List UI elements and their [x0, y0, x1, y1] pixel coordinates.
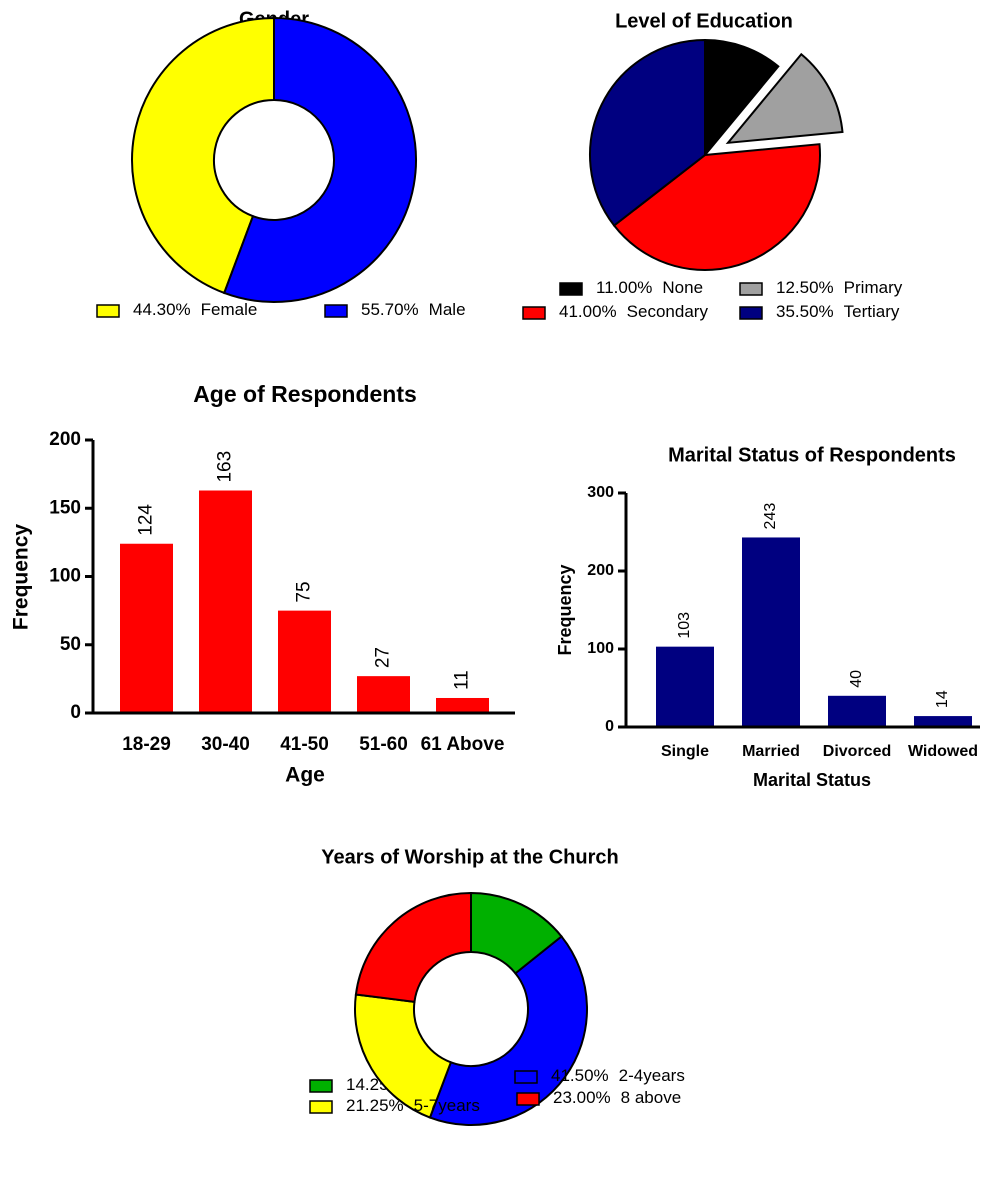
legend-category: Male: [429, 300, 466, 319]
y-axis-label: Frequency: [10, 524, 33, 631]
slice: [704, 38, 780, 158]
y-tick-label: 150: [49, 497, 81, 518]
bar: [914, 716, 972, 727]
legend-swatch: [559, 282, 583, 296]
legend-category: Primary: [844, 278, 903, 297]
bar: [278, 610, 331, 713]
x-tick-label: 30-40: [201, 734, 250, 755]
data-label: 40: [848, 670, 865, 688]
legend-value: 44.30%: [133, 300, 191, 319]
legend-label: 12.50% Primary: [776, 278, 903, 297]
data-label: 103: [676, 612, 693, 639]
chart-title: Years of Worship at the Church: [321, 846, 618, 868]
slice: [354, 993, 453, 1119]
legend-swatch: [739, 306, 763, 320]
x-tick-label: 18-29: [122, 734, 171, 755]
y-tick-label: 50: [60, 634, 81, 655]
legend-category: 8 above: [621, 1088, 682, 1107]
legend-swatch: [309, 1079, 333, 1093]
y-tick-label: 200: [587, 562, 614, 579]
chart-title: Age of Respondents: [193, 381, 417, 407]
slice: [612, 143, 821, 271]
slice: [354, 891, 472, 1003]
chart-title: Marital Status of Respondents: [668, 444, 956, 466]
data-label: 27: [373, 647, 394, 668]
legend-category: None: [662, 278, 703, 297]
legend-swatch: [739, 282, 763, 296]
legend-value: 41.50%: [551, 1066, 609, 1085]
bar: [742, 537, 800, 727]
legend-value: 55.70%: [361, 300, 419, 319]
legend-category: Secondary: [627, 302, 709, 321]
legend-category: Tertiary: [844, 302, 900, 321]
legend-label: 21.25% 5-7years: [346, 1096, 480, 1115]
bar: [436, 697, 489, 713]
x-tick-label: 51-60: [359, 734, 408, 755]
data-label: 243: [762, 503, 779, 530]
legend-value: 41.00%: [559, 302, 617, 321]
slice: [222, 16, 417, 303]
legend-label: 55.70% Male: [361, 300, 466, 319]
x-tick-label: 41-50: [280, 734, 329, 755]
slice: [428, 935, 588, 1126]
x-tick-label: Single: [661, 743, 709, 760]
x-axis-label: Marital Status: [753, 770, 871, 790]
legend-value: 11.00%: [596, 278, 652, 297]
bar: [828, 695, 886, 727]
data-label: 14: [934, 690, 951, 708]
legend-value: 23.00%: [553, 1088, 611, 1107]
y-tick-label: 300: [587, 484, 614, 501]
legend-label: 41.00% Secondary: [559, 302, 708, 321]
data-label: 75: [294, 581, 315, 602]
legend-swatch: [324, 304, 348, 318]
legend-swatch: [309, 1100, 333, 1114]
legend-category: 5-7years: [414, 1096, 480, 1115]
bar: [357, 676, 410, 713]
x-tick-label: Widowed: [908, 743, 978, 760]
legend-category: Female: [201, 300, 258, 319]
data-label: 124: [136, 504, 157, 536]
x-tick-label: Married: [742, 743, 800, 760]
legend-value: 12.50%: [776, 278, 834, 297]
legend-label: 11.00% None: [596, 278, 703, 297]
y-tick-label: 200: [49, 429, 81, 450]
y-tick-label: 0: [70, 702, 81, 723]
slice: [131, 16, 275, 295]
legend-swatch: [96, 304, 120, 318]
y-tick-label: 0: [605, 718, 614, 735]
legend-label: 41.50% 2-4years: [551, 1066, 685, 1085]
legend-label: 23.00% 8 above: [553, 1088, 681, 1107]
chart-title: Level of Education: [615, 10, 793, 32]
legend-swatch: [514, 1070, 538, 1084]
y-tick-label: 100: [49, 566, 81, 587]
data-label: 163: [215, 451, 236, 483]
bar: [656, 646, 714, 727]
slice: [725, 52, 844, 145]
x-axis-label: Age: [285, 764, 325, 787]
x-tick-label: 61 Above: [421, 734, 505, 755]
legend-label: 35.50% Tertiary: [776, 302, 900, 321]
legend-label: 44.30% Female: [133, 300, 257, 319]
legend-value: 35.50%: [776, 302, 834, 321]
bar: [199, 490, 252, 713]
bar: [120, 543, 173, 713]
data-label: 11: [452, 670, 473, 690]
legend-swatch: [516, 1092, 540, 1106]
legend-category: 2-4years: [619, 1066, 685, 1085]
y-axis-label: Frequency: [555, 564, 575, 655]
slice: [589, 38, 706, 227]
x-tick-label: Divorced: [823, 743, 891, 760]
legend-swatch: [522, 306, 546, 320]
y-tick-label: 100: [587, 640, 614, 657]
legend-value: 21.25%: [346, 1096, 404, 1115]
